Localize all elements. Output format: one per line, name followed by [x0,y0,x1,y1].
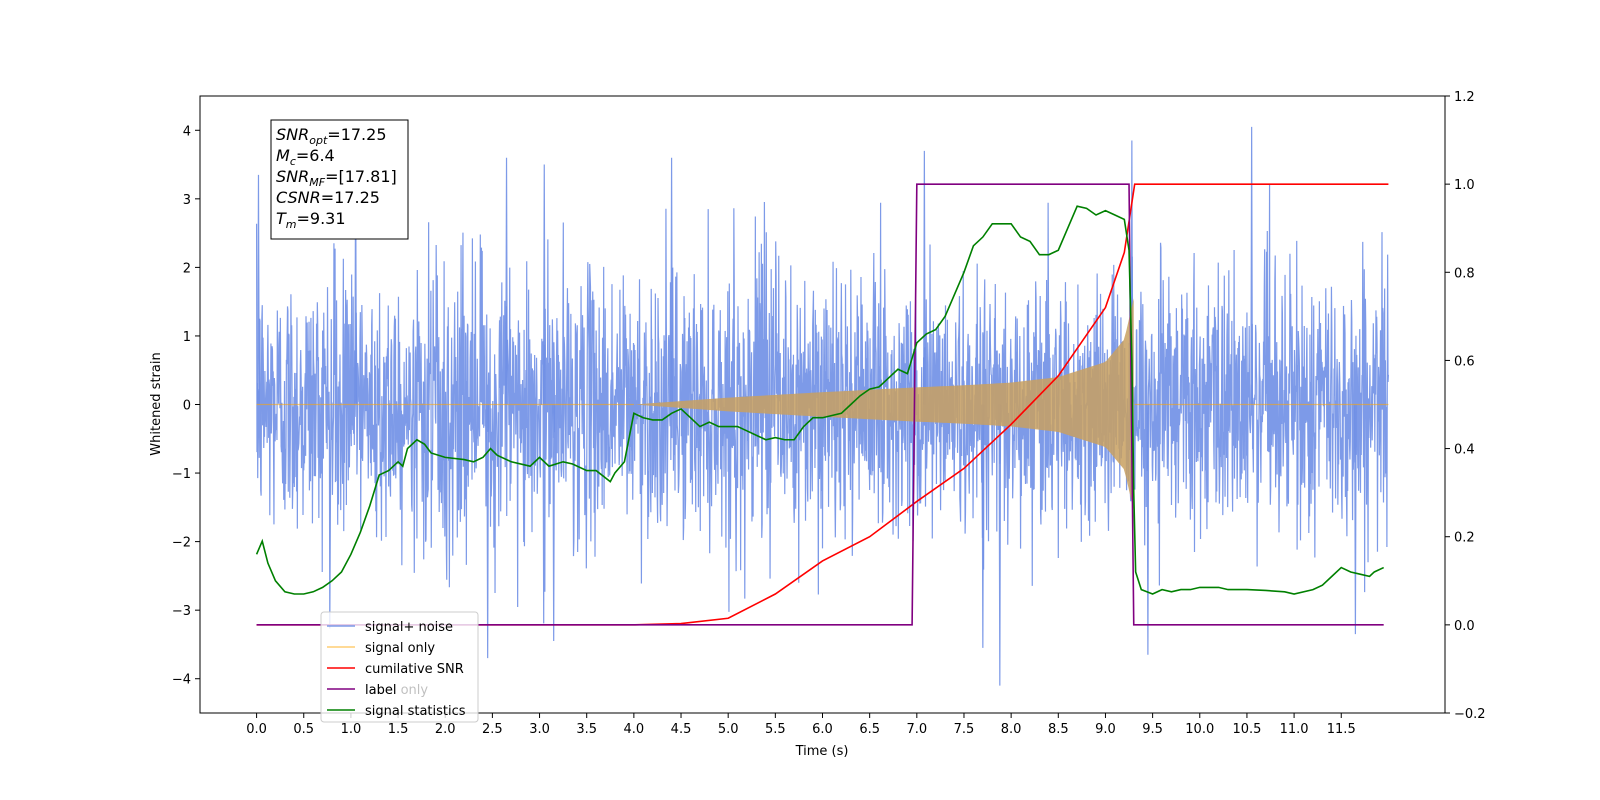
y-left-tick-label: 1 [183,330,191,345]
x-tick-label: 10.0 [1185,722,1214,737]
legend-label: cumilative SNR [365,662,464,677]
legend-label: signal+ noise [365,620,453,635]
annotation-value: =6.4 [296,146,335,165]
x-tick-label: 9.5 [1142,722,1163,737]
annotation-line: Tm=9.31 [276,209,346,231]
annotation-symbol: SNR [276,125,309,144]
annotation-subscript: c [290,155,296,168]
x-tick-label: 7.5 [954,722,975,737]
x-tick-label: 3.5 [576,722,597,737]
x-tick-label: 0.5 [293,722,314,737]
legend-label: label [365,683,396,698]
x-tick-label: 5.0 [718,722,739,737]
annotation-value: =9.31 [297,209,346,228]
annotation-value: =17.25 [321,188,380,207]
y-axis-left-label: Whitened strain [149,352,164,455]
x-tick-label: 8.5 [1048,722,1069,737]
y-left-tick-label: 4 [183,124,191,139]
x-tick-label: 6.0 [812,722,833,737]
y-left-tick-label: −2 [172,536,191,551]
series-signal-statistics-line [255,205,1385,595]
series-signal-noise-line [255,183,1390,629]
y-right-tick-label: 0.8 [1454,266,1475,281]
x-tick-label: 4.0 [624,722,645,737]
legend-frame [320,611,479,723]
x-tick-label: 6.5 [859,722,880,737]
annotation-symbol: T [276,209,287,228]
annotation-symbol: CSNR [276,188,321,207]
annotation-frame [270,119,409,240]
x-tick-label: 8.0 [1001,722,1022,737]
y-right-tick-label: −0.2 [1454,707,1486,722]
x-tick-label: 9.0 [1095,722,1116,737]
annotation-line: CSNR=17.25 [276,188,380,207]
y-axis-left: 4 3 2 1 0 −1 −2 −3 −4 [172,124,200,688]
y-right-tick-label: 1.0 [1454,178,1475,193]
annotation-value: =[17.81] [325,167,397,186]
x-tick-label: 5.5 [765,722,786,737]
x-axis-label: Time (s) [795,744,849,759]
legend-label-hidden: label only [365,683,428,698]
y-right-tick-label: 0.0 [1454,619,1475,634]
x-tick-label: 2.0 [435,722,456,737]
x-tick-label: 2.5 [482,722,503,737]
legend: signal+ noise signal only cumilative SNR la… [320,611,479,723]
series-label-line [256,183,1384,626]
annotation-value: =17.25 [327,125,386,144]
y-axis-right: 1.2 1.0 0.8 0.6 0.4 0.2 0.0 −0.2 [1445,90,1486,722]
annotation-subscript: m [286,218,297,231]
y-left-tick-label: 3 [183,193,191,208]
x-tick-label: 10.5 [1232,722,1261,737]
y-left-tick-label: −1 [172,467,191,482]
y-right-tick-label: 0.2 [1454,531,1475,546]
y-left-tick-label: −4 [172,673,191,688]
annotation-symbol: SNR [276,167,309,186]
x-tick-label: 4.5 [671,722,692,737]
annotation-subscript: MF [309,176,325,189]
x-tick-label: 11.5 [1327,722,1356,737]
annotation-line: SNRMF=[17.81] [276,167,397,189]
x-tick-label: 3.0 [529,722,550,737]
legend-label: signal statistics [365,704,466,719]
y-left-tick-label: 0 [183,399,191,414]
x-tick-label: 7.0 [906,722,927,737]
legend-label: signal only [365,641,435,656]
annotation-line: SNRopt=17.25 [276,125,387,147]
annotation-line: Mc=6.4 [276,146,335,168]
annotation-symbol: M [276,146,290,165]
series-signal-only-envelope [633,298,1134,511]
y-right-tick-label: 0.6 [1454,354,1475,369]
x-tick-label: 11.0 [1280,722,1309,737]
annotation-subscript: opt [309,134,328,147]
annotation-box: SNRopt=17.25Mc=6.4SNRMF=[17.81]CSNR=17.2… [270,119,409,240]
y-right-tick-label: 0.4 [1454,443,1475,458]
x-axis: 0.0 0.5 1.0 1.5 2.0 2.5 3.0 3.5 4.0 4.5 5.0 5.5 6.0 6… [246,713,1356,737]
y-right-tick-label: 1.2 [1454,90,1475,105]
y-left-tick-label: 2 [183,261,191,276]
y-left-tick-label: −3 [172,604,191,619]
x-tick-label: 1.0 [341,722,362,737]
x-tick-label: 0.0 [246,722,267,737]
x-tick-label: 1.5 [388,722,409,737]
series-cumulative-snr-line [256,183,1389,626]
